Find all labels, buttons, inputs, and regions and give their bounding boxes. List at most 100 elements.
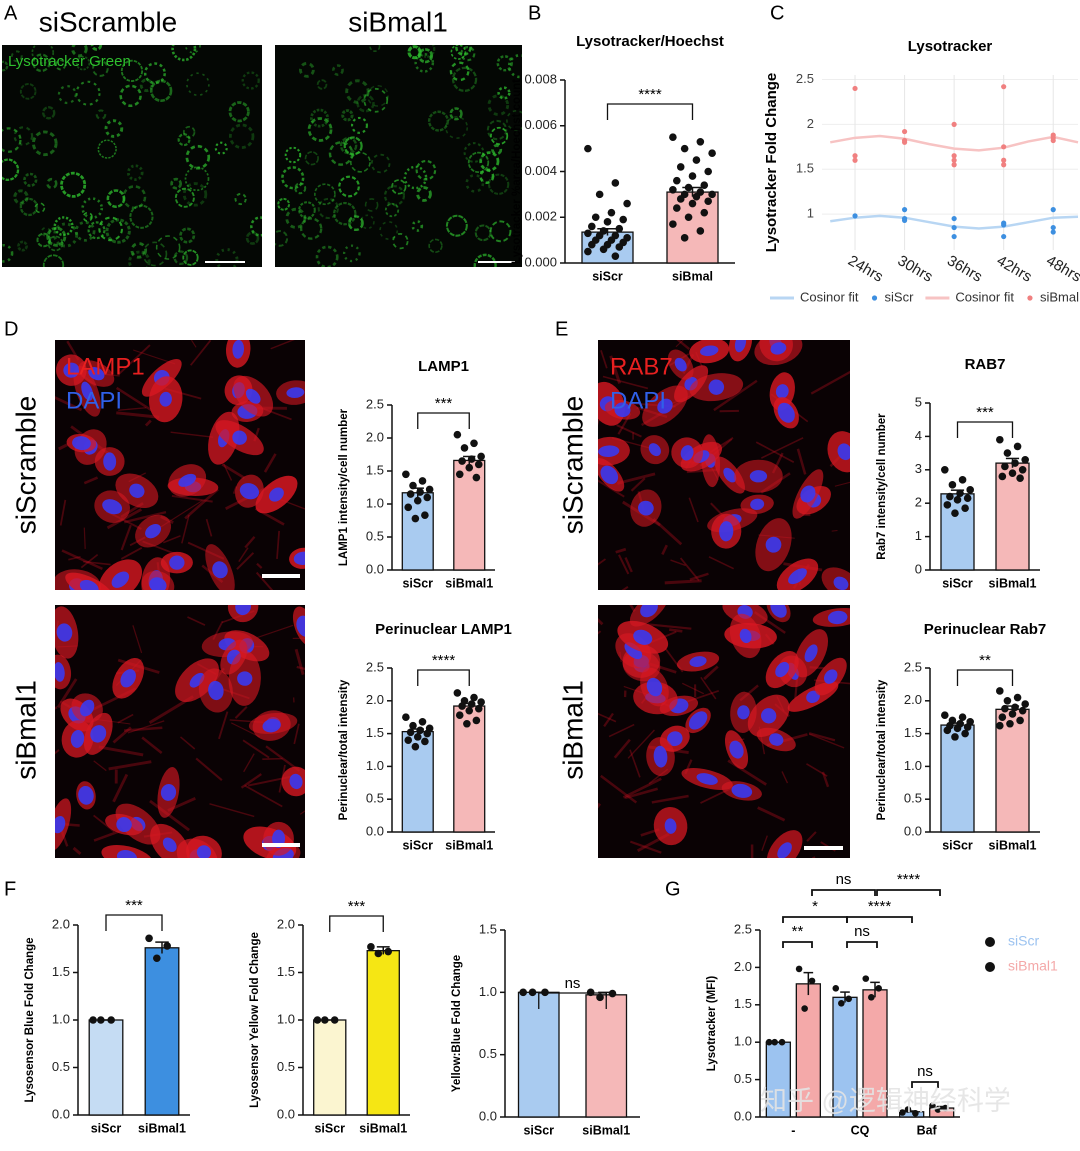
y-tick-label: 0.5 <box>479 1046 497 1061</box>
data-point <box>384 948 392 956</box>
data-point <box>404 736 412 744</box>
data-point <box>852 213 857 218</box>
y-axis-label: Lysosensor Yellow Fold Change <box>249 932 261 1108</box>
data-point <box>1001 234 1006 239</box>
data-point <box>314 1016 322 1024</box>
data-point <box>612 252 620 260</box>
condition-label: siBmal1 <box>10 680 41 780</box>
data-point <box>1019 707 1027 715</box>
data-point <box>673 177 681 185</box>
data-point <box>677 163 685 171</box>
bar <box>941 725 974 832</box>
y-tick-label: 2.0 <box>52 916 70 931</box>
data-point <box>681 234 689 242</box>
y-tick-label: 1.5 <box>52 964 70 979</box>
data-point <box>673 204 681 212</box>
data-point <box>588 241 596 249</box>
data-point <box>421 738 429 746</box>
y-axis-label: Lysotracker %area/Hoechst count <box>511 79 523 264</box>
data-point <box>604 218 612 226</box>
y-tick-label: 0.5 <box>366 528 384 543</box>
data-point <box>1014 443 1022 451</box>
significance-label: *** <box>125 897 143 914</box>
data-point <box>1001 222 1006 227</box>
stain-label: RAB7 <box>610 353 673 380</box>
y-tick-label: 1.0 <box>52 1011 70 1026</box>
condition-label: siBmal1 <box>348 6 448 37</box>
y-axis-label: LAMP1 intensity/cell number <box>338 408 350 566</box>
x-tick-label: siScr <box>942 576 973 590</box>
data-point <box>419 718 427 726</box>
data-point <box>407 490 415 498</box>
significance-label: ** <box>792 923 804 940</box>
bar <box>519 992 560 1117</box>
bar <box>367 951 399 1115</box>
y-tick-label: 0.0 <box>366 561 384 576</box>
legend-label: siBmal1 <box>1008 958 1058 974</box>
data-point <box>412 515 420 523</box>
data-point <box>584 229 592 237</box>
chart-title: Lysotracker/Hoechst <box>576 33 724 50</box>
condition-label: siScramble <box>10 396 41 534</box>
legend-label: Cosinor fit <box>955 289 1014 304</box>
data-point <box>89 1016 97 1024</box>
data-point <box>809 978 816 985</box>
data-point <box>952 162 957 167</box>
y-tick-label: 0.002 <box>524 209 557 224</box>
x-tick-label: siScr <box>402 576 433 590</box>
data-point <box>838 1000 845 1007</box>
x-tick-label: siScr <box>592 269 623 283</box>
data-point <box>996 687 1004 695</box>
data-point <box>681 145 689 153</box>
x-tick-label: siBmal1 <box>138 1121 186 1135</box>
data-point <box>465 464 473 472</box>
data-point <box>669 133 677 141</box>
bar <box>89 1020 123 1115</box>
data-point <box>473 717 481 725</box>
data-point <box>868 994 875 1001</box>
data-point <box>592 213 600 221</box>
data-point <box>999 713 1007 721</box>
data-point <box>689 200 697 208</box>
significance-label: ns <box>854 923 870 940</box>
x-tick-label: CQ <box>851 1123 870 1137</box>
y-tick-label: 0.0 <box>479 1108 497 1123</box>
data-point <box>952 122 957 127</box>
data-point <box>1001 162 1006 167</box>
data-point <box>426 486 434 494</box>
y-tick-label: 0.0 <box>366 823 384 838</box>
y-tick-label: 0.5 <box>366 791 384 806</box>
y-tick-label: 4 <box>915 428 922 443</box>
data-point <box>1051 207 1056 212</box>
filament <box>832 531 838 532</box>
y-tick-label: 1.0 <box>277 1011 295 1026</box>
significance-label: *** <box>435 395 453 412</box>
legend-label: Cosinor fit <box>800 289 859 304</box>
condition-label: siScramble <box>557 396 588 534</box>
data-point <box>404 504 412 512</box>
y-tick-label: 0.5 <box>52 1059 70 1074</box>
panel-letter: D <box>4 318 18 340</box>
data-point <box>1019 466 1027 474</box>
panel-letter: C <box>770 2 784 24</box>
significance-label: * <box>812 898 818 915</box>
data-point <box>615 243 623 251</box>
y-tick-label: 1.5 <box>904 725 922 740</box>
y-tick-label: 2.5 <box>904 659 922 674</box>
y-tick-label: 0.0 <box>277 1106 295 1121</box>
y-axis-label: Rab7 intensity/cell number <box>876 413 888 560</box>
data-point <box>375 950 383 958</box>
condition-label: siScramble <box>39 6 177 37</box>
y-tick-label: 1.5 <box>366 725 384 740</box>
data-point <box>875 985 882 992</box>
data-point <box>587 989 595 997</box>
y-tick-label: 1.0 <box>366 758 384 773</box>
y-axis-label: Lysotracker (MFI) <box>706 976 718 1072</box>
y-tick-label: 1.5 <box>479 921 497 936</box>
data-point <box>952 216 957 221</box>
data-point <box>596 191 604 199</box>
data-point <box>423 494 431 502</box>
significance-label: ns <box>565 975 581 992</box>
data-point <box>402 471 410 479</box>
data-point <box>1004 697 1012 705</box>
